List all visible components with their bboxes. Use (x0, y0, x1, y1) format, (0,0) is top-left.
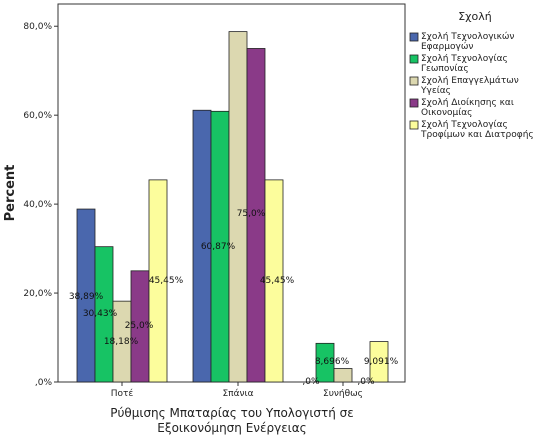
bar (228, 31, 248, 383)
legend-title: Σχολή (458, 10, 492, 23)
x-tick-label: Συνήθως (323, 389, 363, 399)
x-axis-title-line2: Εξοικονόμηση Ενέργειας (157, 421, 306, 435)
x-tick-label: Σπάνια (222, 389, 253, 399)
bar (333, 368, 353, 383)
legend-swatch (409, 98, 419, 108)
legend-entry: Σχολή Τεχνολογικών Εφαρμογών (421, 31, 514, 52)
data-label: 8,696% (315, 357, 350, 367)
data-label: 38,89% (69, 292, 104, 302)
legend-entry: Σχολή Τεχνολογίας Γεωπονίας (421, 54, 508, 74)
legend-entry: Σχολή Τεχνολογίας Τροφίμων και Διατροφής (420, 120, 534, 140)
y-tick-label: 80,0% (23, 22, 52, 32)
data-label: 45,45% (260, 276, 295, 286)
y-axis-title: Percent (3, 165, 18, 222)
bar (369, 341, 389, 383)
legend-swatch (409, 32, 419, 42)
bar (264, 179, 284, 383)
data-label: ,0% (357, 377, 375, 387)
bar (148, 179, 168, 383)
data-label: 45,45% (149, 276, 184, 286)
y-tick-label: 60,0% (23, 111, 52, 121)
y-tick-label: 20,0% (23, 289, 52, 299)
data-label: 25,0% (125, 321, 154, 331)
legend-entry: Σχολή Επαγγελμάτων Υγείας (420, 76, 519, 96)
data-label: 9,091% (364, 357, 399, 367)
data-label: 60,87% (201, 242, 236, 252)
data-label: 18,18% (104, 337, 139, 347)
x-axis-title: Ρύθμισης Μπαταρίας του Υπολογιστή σε (110, 406, 354, 420)
x-tick-label: Ποτέ (111, 388, 134, 399)
legend-entry: Σχολή Διοίκησης και Οικονομίας (421, 98, 514, 118)
data-label: 30,43% (83, 309, 118, 319)
y-tick-label: 40,0% (23, 200, 52, 210)
data-label: ,0% (302, 377, 320, 387)
legend-swatch (409, 120, 419, 130)
data-label: 75,0% (237, 209, 266, 219)
y-tick-label: ,0% (35, 378, 53, 388)
legend-swatch (409, 54, 419, 64)
bar (315, 342, 335, 383)
legend-swatch (409, 76, 419, 86)
